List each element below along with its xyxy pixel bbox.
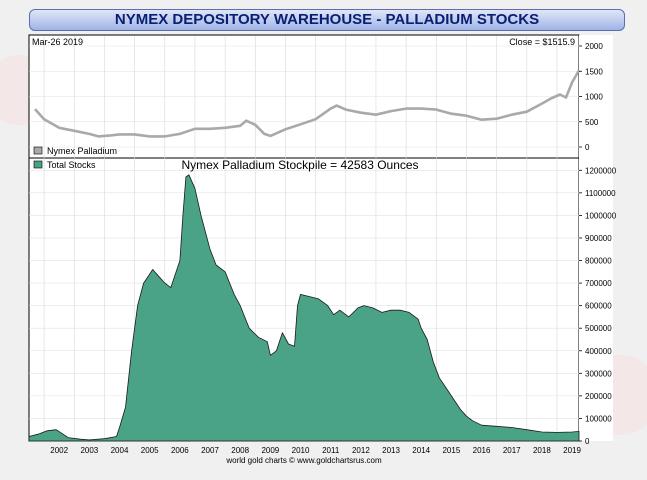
stocks-y-tick-label: 500000	[585, 324, 612, 333]
stocks-y-tick-label: 900000	[585, 234, 612, 243]
x-tick-label: 2016	[473, 446, 491, 455]
stocks-legend-swatch	[33, 160, 43, 169]
price-series-line	[34, 69, 581, 138]
x-tick-label: 2003	[80, 446, 98, 455]
price-legend-label: Nymex Palladium	[47, 146, 117, 156]
close-label: Close = $1515.9	[509, 37, 575, 47]
price-y-tick-label: 500	[585, 118, 599, 127]
stocks-y-tick-label: 600000	[585, 302, 612, 311]
x-tick-label: 2012	[352, 446, 370, 455]
x-tick-label: 2009	[261, 446, 279, 455]
price-legend-swatch	[33, 146, 43, 155]
x-tick-label: 2014	[412, 446, 430, 455]
price-y-tick-label: 0	[585, 143, 590, 152]
x-tick-label: 2017	[503, 446, 521, 455]
axis-strip	[579, 35, 613, 441]
date-label: Mar-26 2019	[32, 37, 83, 47]
x-tick-label: 2013	[382, 446, 400, 455]
stocks-y-tick-label: 200000	[585, 392, 612, 401]
chart-title: NYMEX DEPOSITORY WAREHOUSE - PALLADIUM S…	[29, 9, 625, 31]
x-tick-label: 2019	[563, 446, 581, 455]
stocks-y-tick-label: 0	[585, 437, 590, 446]
x-tick-label: 2015	[442, 446, 460, 455]
stocks-y-tick-label: 700000	[585, 279, 612, 288]
x-tick-label: 2006	[171, 446, 189, 455]
price-y-tick-label: 2000	[585, 42, 603, 51]
x-tick-label: 2010	[292, 446, 310, 455]
footer-credit: world gold charts © www.goldchartsrus.co…	[225, 456, 382, 465]
x-tick-label: 2004	[111, 446, 129, 455]
x-tick-label: 2007	[201, 446, 219, 455]
x-tick-label: 2005	[141, 446, 159, 455]
stocks-y-tick-label: 800000	[585, 257, 612, 266]
price-y-tick-label: 1500	[585, 67, 603, 76]
stocks-series-area	[28, 174, 580, 442]
stocks-legend-label: Total Stocks	[47, 160, 96, 170]
stocks-y-tick-label: 400000	[585, 347, 612, 356]
stockpile-title: Nymex Palladium Stockpile = 42583 Ounces	[181, 158, 418, 172]
x-tick-label: 2002	[50, 446, 68, 455]
x-tick-label: 2011	[322, 446, 340, 455]
stocks-y-tick-label: 100000	[585, 414, 612, 423]
stocks-y-tick-label: 1000000	[585, 211, 617, 220]
x-tick-label: 2018	[533, 446, 551, 455]
x-tick-label: 2008	[231, 446, 249, 455]
stocks-y-tick-label: 1200000	[585, 166, 617, 175]
stocks-y-tick-label: 300000	[585, 369, 612, 378]
price-y-tick-label: 1000	[585, 93, 603, 102]
stocks-y-tick-label: 1100000	[585, 189, 616, 198]
